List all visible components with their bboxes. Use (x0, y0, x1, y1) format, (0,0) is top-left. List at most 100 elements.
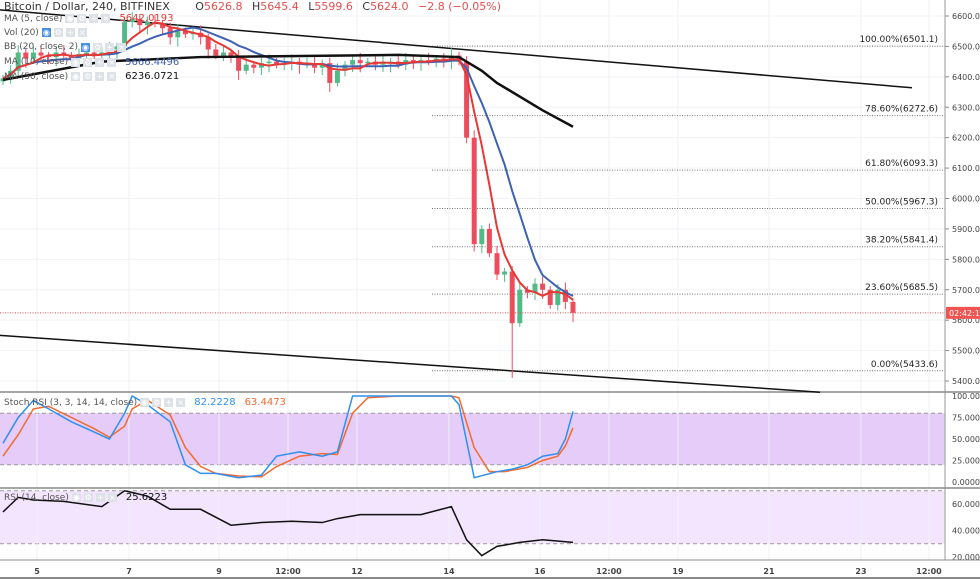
close-icon[interactable]: × (107, 493, 117, 502)
rsi-tick: 60.0000 (952, 500, 980, 509)
candle-body (38, 52, 44, 56)
candle-body (23, 52, 29, 59)
time-tick: 14 (443, 567, 455, 576)
stoch-tick: 25.0000 (952, 457, 980, 466)
eye-icon[interactable]: ◉ (41, 28, 51, 37)
price-tick: 6500.0 (952, 42, 980, 51)
candle-body (137, 19, 143, 26)
indicator-legend[interactable]: BB (20, close, 2) ◉ ⚙ + × (4, 42, 127, 52)
time-tick: 12 (351, 567, 362, 576)
fib-level-label: 50.00%(5967.3) (865, 197, 938, 207)
stoch-tick: 100.0000 (952, 392, 980, 401)
candle-body (380, 63, 386, 65)
stoch-k-line (2, 394, 574, 479)
plus-icon[interactable]: + (95, 57, 105, 67)
candle-body (220, 52, 226, 56)
candle-body (129, 19, 135, 23)
eye-icon[interactable]: ◉ (81, 42, 91, 52)
candle-body (570, 301, 576, 313)
stoch-rsi-legend[interactable]: Stoch RSI (3, 3, 14, 14, close) ◉ ⚙ + × 82.… (4, 397, 286, 408)
time-tick: 21 (763, 567, 775, 576)
time-tick: 16 (534, 567, 546, 576)
time-tick: 12:00 (596, 567, 622, 576)
eye-icon[interactable]: ◉ (71, 57, 81, 67)
eye-icon[interactable]: ◉ (71, 493, 81, 502)
close-icon[interactable]: × (77, 28, 87, 37)
gear-icon[interactable]: ⚙ (77, 14, 87, 23)
candle-body (441, 58, 447, 61)
eye-icon[interactable]: ◉ (71, 72, 81, 81)
change-value: −2.8 (−0.05%) (418, 0, 502, 13)
candle-body (122, 22, 128, 47)
indicator-value: 5642.0193 (119, 13, 174, 24)
indicator-legend[interactable]: MA (5, close) ◉ ⚙ + × 5642.0193 (4, 13, 174, 24)
stoch-d-value: 63.4473 (244, 397, 286, 408)
stoch-band (0, 413, 945, 465)
countdown-badge (946, 306, 980, 319)
time-tick: 9 (216, 567, 222, 576)
candle-body (464, 61, 470, 138)
plus-icon[interactable]: + (95, 493, 105, 502)
indicator-legend[interactable]: MA (10, close) ◉ ⚙ + × 5666.4496 (4, 56, 180, 68)
price-tick: 5600.0 (952, 316, 980, 325)
candle-body (213, 49, 219, 56)
rsi-tick: 40.0000 (952, 527, 980, 536)
eye-icon[interactable]: ◉ (140, 398, 150, 407)
price-tick: 6000.0 (952, 195, 980, 204)
time-tick: 12:00 (275, 567, 301, 576)
plus-icon[interactable]: + (105, 42, 115, 52)
candle-body (114, 46, 120, 50)
candle-body (228, 52, 234, 56)
plus-icon[interactable]: + (95, 72, 105, 81)
close-icon[interactable]: × (107, 57, 117, 67)
candle-body (15, 52, 21, 71)
fib-level-label: 100.00%(6501.1) (859, 35, 938, 45)
gear-icon[interactable]: ⚙ (83, 493, 93, 502)
open-value: 5626.8 (203, 0, 243, 13)
candle-body (91, 52, 97, 56)
close-icon[interactable]: × (176, 398, 186, 407)
fib-level-label: 0.00%(5433.6) (871, 360, 938, 370)
rsi-value: 25.6223 (125, 492, 168, 503)
candle-body (365, 61, 371, 64)
high-value: 5645.4 (260, 0, 299, 13)
candle-body (144, 22, 150, 26)
indicator-legend[interactable]: MA (50, close) ◉ ⚙ + × 6236.0721 (4, 71, 180, 82)
gear-icon[interactable]: ⚙ (83, 72, 93, 81)
time-tick: 7 (126, 567, 132, 576)
candle-body (84, 52, 90, 55)
ma50-line (2, 53, 574, 128)
close-icon[interactable]: × (117, 42, 127, 52)
time-tick: 12:00 (916, 567, 942, 576)
time-tick: 19 (672, 567, 684, 576)
eye-icon[interactable]: ◉ (65, 14, 75, 23)
fib-level-label: 38.20%(5841.4) (865, 236, 938, 246)
price-tick: 6400.0 (952, 73, 980, 82)
symbol-title[interactable]: Bitcoin / Dollar, 240, BITFINEX (4, 0, 170, 13)
plus-icon[interactable]: + (89, 14, 99, 23)
gear-icon[interactable]: ⚙ (152, 398, 162, 407)
candle-body (494, 253, 500, 275)
rsi-legend[interactable]: RSI (14, close) ◉ ⚙ + × 25.6223 (4, 492, 168, 503)
plus-icon[interactable]: + (164, 398, 174, 407)
candle-body (68, 55, 74, 59)
gear-icon[interactable]: ⚙ (93, 42, 103, 52)
gear-icon[interactable]: ⚙ (83, 57, 93, 67)
plus-icon[interactable]: + (65, 28, 75, 37)
trendline (0, 334, 821, 394)
gear-icon[interactable]: ⚙ (53, 28, 63, 37)
price-tick: 6100.0 (952, 164, 980, 173)
close-icon[interactable]: × (107, 72, 117, 81)
stoch-tick: 0.0000 (952, 478, 980, 487)
candle-body (410, 60, 416, 62)
indicator-legend[interactable]: Vol (20) ◉ ⚙ + × (4, 27, 87, 38)
chart-header: Bitcoin / Dollar, 240, BITFINEX O5626.8 … (4, 0, 502, 13)
price-tick: 5400.0 (952, 377, 980, 386)
candle-body (502, 271, 508, 275)
fib-level-label: 23.60%(5685.5) (865, 283, 938, 293)
candle-body (350, 60, 356, 65)
candle-body (517, 289, 523, 324)
candle-body (46, 55, 52, 58)
close-icon[interactable]: × (101, 14, 111, 23)
